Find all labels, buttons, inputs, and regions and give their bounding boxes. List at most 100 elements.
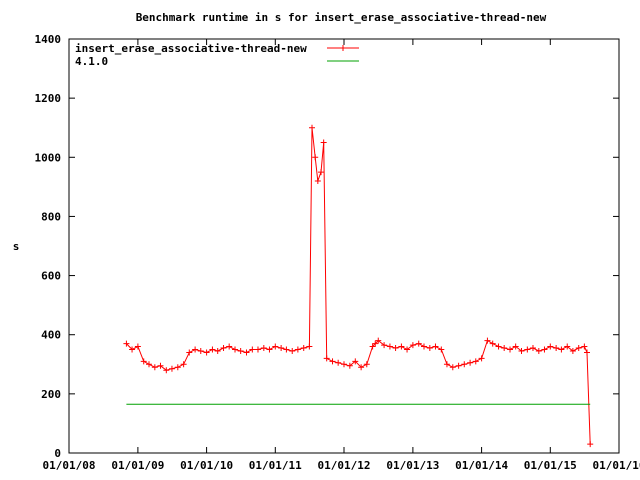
- series-point-0: [323, 355, 330, 362]
- series-point-0: [415, 340, 422, 347]
- series-point-0: [134, 343, 141, 350]
- series-point-0: [529, 345, 536, 352]
- y-tick-label: 1200: [35, 92, 62, 105]
- x-tick-label: 01/01/12: [318, 459, 371, 472]
- series-point-0: [558, 346, 565, 353]
- series-point-0: [232, 346, 239, 353]
- series-point-0: [584, 349, 591, 356]
- legend-label-1: 4.1.0: [75, 55, 108, 68]
- series-point-0: [381, 342, 388, 349]
- x-axis-ticks: 01/01/08 01/01/09 01/01/10 01/01/11 01/01/12…: [43, 39, 640, 472]
- y-tick-label: 800: [41, 210, 61, 223]
- series-point-0: [309, 124, 316, 131]
- series-point-0: [581, 343, 588, 350]
- series-point-0: [489, 340, 496, 347]
- series-point-0: [369, 343, 376, 350]
- series-point-0: [237, 347, 244, 354]
- x-tick-label: 01/01/15: [524, 459, 577, 472]
- series-point-0: [314, 177, 321, 184]
- y-axis-ticks: 0 200 400 600 800 1000 1200 1400: [35, 33, 619, 460]
- series-point-0: [386, 343, 393, 350]
- series-point-0: [495, 343, 502, 350]
- series-point-0: [575, 345, 582, 352]
- y-axis-label: s: [13, 240, 20, 253]
- series-line-0: [126, 127, 591, 445]
- series-point-0: [306, 343, 313, 350]
- series-point-0: [335, 359, 342, 366]
- legend-label-0: insert_erase_associative-thread-new: [75, 42, 307, 55]
- x-tick-label: 01/01/16: [593, 459, 640, 472]
- series-point-0: [535, 347, 542, 354]
- series-point-0: [312, 154, 319, 161]
- series-point-0: [420, 343, 427, 350]
- series-point-0: [346, 362, 353, 369]
- series-point-0: [478, 355, 485, 362]
- series-point-0: [524, 346, 531, 353]
- x-tick-label: 01/01/09: [111, 459, 164, 472]
- series-point-0: [569, 347, 576, 354]
- series-point-0: [226, 343, 233, 350]
- series-point-0: [151, 364, 158, 371]
- series-point-0: [209, 346, 216, 353]
- series-point-0: [272, 343, 279, 350]
- series-point-0: [243, 349, 250, 356]
- x-tick-label: 01/01/11: [249, 459, 302, 472]
- series-point-0: [174, 364, 181, 371]
- y-tick-label: 1400: [35, 33, 62, 46]
- series-point-0: [289, 347, 296, 354]
- series-point-0: [283, 346, 290, 353]
- series-point-0: [352, 358, 359, 365]
- legend-marker-0: [340, 45, 346, 51]
- series-point-0: [168, 365, 175, 372]
- series-point-0: [260, 345, 267, 352]
- series-point-0: [192, 346, 199, 353]
- x-tick-label: 01/01/10: [180, 459, 233, 472]
- series-point-0: [398, 343, 405, 350]
- series-point-0: [426, 345, 433, 352]
- series-point-0: [587, 441, 594, 448]
- series-point-0: [197, 347, 204, 354]
- series-point-0: [266, 346, 273, 353]
- series-point-0: [518, 347, 525, 354]
- series-point-0: [507, 346, 514, 353]
- series-point-0: [541, 346, 548, 353]
- series-point-0: [392, 345, 399, 352]
- legend: insert_erase_associative-thread-new 4.1.…: [75, 42, 359, 68]
- series-point-0: [278, 345, 285, 352]
- x-tick-label: 01/01/08: [43, 459, 96, 472]
- series-point-0: [455, 362, 462, 369]
- series-point-0: [203, 349, 210, 356]
- series-point-0: [341, 361, 347, 368]
- series-point-0: [449, 364, 456, 371]
- x-tick-label: 01/01/14: [455, 459, 508, 472]
- series-layer: [123, 124, 594, 448]
- series-point-0: [501, 345, 508, 352]
- series-point-0: [358, 364, 365, 371]
- series-point-0: [318, 169, 325, 176]
- series-point-0: [254, 346, 261, 353]
- series-point-0: [564, 343, 571, 350]
- series-point-0: [145, 361, 152, 368]
- series-point-0: [484, 337, 491, 344]
- series-point-0: [157, 362, 164, 369]
- series-point-0: [438, 346, 445, 353]
- series-point-0: [547, 343, 554, 350]
- series-point-0: [180, 361, 187, 368]
- series-point-0: [372, 340, 379, 347]
- series-point-0: [249, 346, 256, 353]
- series-point-0: [553, 345, 560, 352]
- series-point-0: [129, 346, 136, 353]
- series-point-0: [320, 139, 327, 146]
- series-point-0: [409, 342, 416, 349]
- series-point-0: [300, 345, 307, 352]
- series-point-0: [363, 361, 370, 368]
- plot-frame: [68, 38, 620, 454]
- y-tick-label: 0: [54, 447, 61, 460]
- y-tick-label: 200: [41, 388, 61, 401]
- y-tick-label: 400: [41, 329, 61, 342]
- series-point-0: [375, 337, 382, 344]
- series-point-0: [467, 359, 474, 366]
- series-point-0: [432, 343, 439, 350]
- series-point-0: [123, 340, 130, 347]
